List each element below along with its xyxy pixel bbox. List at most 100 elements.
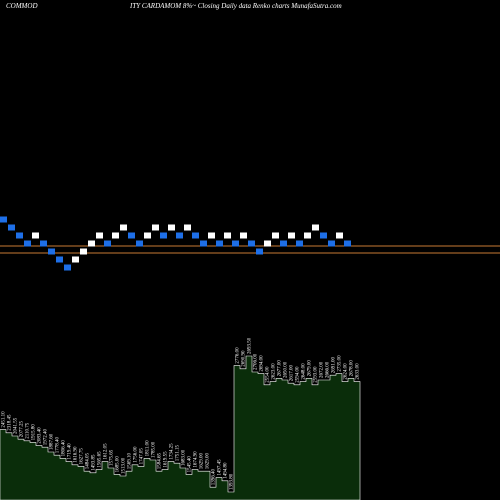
volume-label: 2672.00	[320, 361, 325, 378]
renko-brick	[104, 240, 111, 247]
renko-brick	[80, 248, 87, 255]
volume-label: 2650.00	[284, 361, 289, 378]
volume-label: 1393.80	[230, 473, 235, 490]
renko-brick	[344, 240, 351, 247]
volume-label: 1497.45	[218, 459, 223, 476]
volume-label: 2633.00	[356, 363, 361, 380]
renko-brick	[48, 248, 55, 255]
volume-label: 2077.25	[20, 420, 25, 437]
renko-brick	[176, 232, 183, 239]
volume-label: 1616.90	[74, 446, 79, 463]
renko-brick	[248, 240, 255, 247]
volume-label: 1751.15	[176, 444, 181, 461]
renko-brick	[64, 264, 71, 271]
volume-label: 1545.40	[188, 456, 193, 473]
renko-brick	[160, 232, 167, 239]
volume-area	[0, 355, 361, 500]
renko-brick	[296, 240, 303, 247]
volume-label: 1513.00	[122, 457, 127, 474]
volume-label: 2690.90	[242, 350, 247, 367]
volume-label: 2318.45	[8, 414, 13, 431]
renko-brick	[56, 256, 63, 263]
volume-label: 2594.00	[296, 366, 301, 383]
volume-label: 1674.90	[194, 451, 199, 468]
volume-label: 1747.05	[140, 448, 145, 465]
volume-label: 2735.00	[338, 355, 343, 372]
volume-label: 2678.00	[350, 360, 355, 377]
renko-brick	[272, 232, 279, 239]
renko-brick	[288, 232, 295, 239]
renko-brick	[336, 232, 343, 239]
renko-brick	[152, 224, 159, 231]
volume-label: 1619.55	[164, 451, 169, 468]
renko-bricks	[0, 216, 351, 271]
renko-brick	[8, 224, 15, 231]
volume-label: 1778.40	[56, 436, 61, 453]
renko-brick	[200, 240, 207, 247]
chart-title-right: ITY CARDAMOM 8%~ Closing Daily data Renk…	[130, 2, 342, 10]
volume-label: 1629.00	[200, 452, 205, 469]
volume-label: 1887.60	[50, 433, 55, 450]
volume-label: 2694.00	[260, 355, 265, 372]
renko-brick	[320, 232, 327, 239]
renko-brick	[32, 232, 39, 239]
volume-label: 2593.00	[314, 366, 319, 383]
volume-label: 1785.00	[152, 441, 157, 458]
renko-brick	[128, 232, 135, 239]
volume-label: 1811.00	[146, 440, 151, 457]
volume-label: 1484.05	[86, 452, 91, 469]
price-lines	[0, 245, 500, 254]
volume-label: 1612.05	[104, 443, 109, 460]
renko-brick	[312, 224, 319, 231]
renko-brick	[0, 216, 7, 223]
volume-label: 2677.00	[278, 360, 283, 377]
volume-label: 1806.40	[62, 440, 67, 457]
renko-brick	[232, 240, 239, 247]
volume-label: 1575.65	[110, 449, 115, 466]
volume-label: 1629.00	[206, 452, 211, 469]
renko-brick	[72, 256, 79, 263]
volume-labels: 2451.10 2318.45 2041.55 2077.25 2110.75 1915.…	[2, 337, 361, 490]
renko-brick	[40, 240, 47, 247]
renko-brick	[16, 232, 23, 239]
renko-brick	[120, 224, 127, 231]
volume-label: 1683.00	[182, 449, 187, 466]
volume-label: 1915.80	[32, 424, 37, 441]
volume-label: 1493.85	[92, 454, 97, 471]
volume-label: 1494.80	[224, 462, 229, 479]
volume-label: 2776.00	[236, 347, 241, 364]
renko-brick	[168, 224, 175, 231]
volume-label: 2624.00	[344, 363, 349, 380]
volume-label: 2451.10	[2, 411, 7, 428]
renko-brick	[112, 232, 119, 239]
renko-brick	[224, 232, 231, 239]
volume-label: 1627.75	[80, 448, 85, 465]
renko-brick	[208, 232, 215, 239]
volume-label: 2691.00	[332, 356, 337, 373]
volume-label: 2666.00	[326, 361, 331, 378]
volume-label: 1584.65	[158, 452, 163, 469]
volume-label: 1719.40	[68, 443, 73, 460]
renko-brick	[328, 240, 335, 247]
renko-brick	[304, 232, 311, 239]
renko-brick	[144, 232, 151, 239]
volume-label: 2083.40	[38, 427, 43, 444]
renko-brick	[240, 232, 247, 239]
volume-label: 1756.00	[134, 446, 139, 463]
volume-label: 2693.50	[248, 337, 253, 354]
renko-brick	[184, 224, 191, 231]
renko-brick	[24, 240, 31, 247]
renko-brick	[192, 232, 199, 239]
renko-brick	[216, 240, 223, 247]
chart-title-left: COMMOD	[6, 2, 38, 10]
volume-label: 2554.00	[266, 366, 271, 383]
volume-label: 2623.00	[272, 363, 277, 380]
volume-label: 1396.40	[212, 468, 217, 485]
volume-label: 2648.00	[302, 363, 307, 380]
volume-label: 1972.40	[44, 428, 49, 445]
volume-panel	[0, 355, 361, 500]
renko-brick	[280, 240, 287, 247]
volume-label: 1569.10	[128, 452, 133, 469]
renko-brick	[136, 240, 143, 247]
